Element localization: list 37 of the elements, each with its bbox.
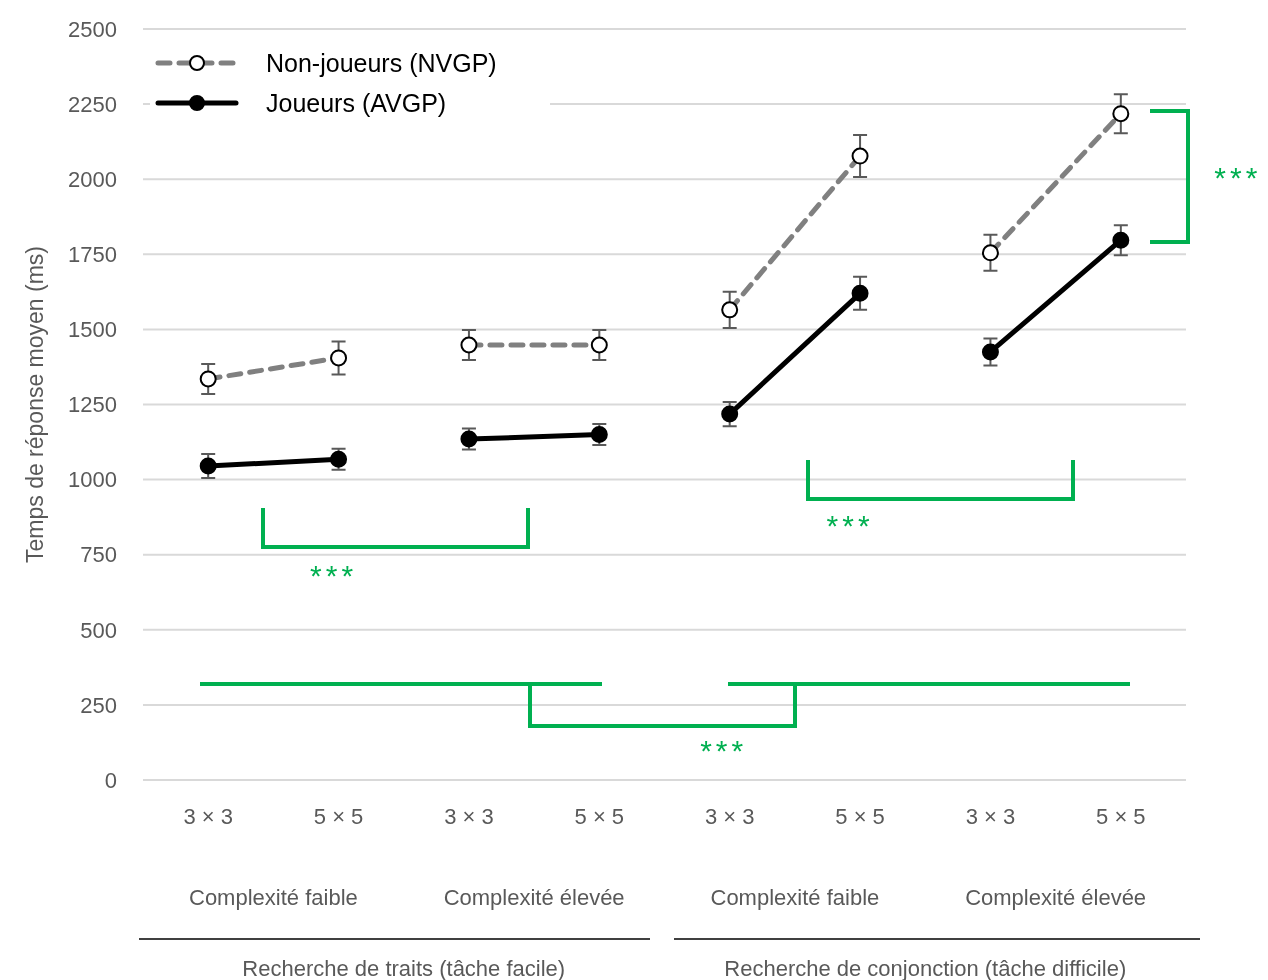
text: Recherche de conjonction (tâche difficile) [724,956,1127,980]
text: *** [1214,161,1262,194]
text: Complexité élevée [965,885,1147,910]
y-tick-label: 0 [104,767,117,793]
y-tick-label: 2000 [68,166,117,192]
x-tick-label: 5 × 5 [313,804,364,829]
x-tick-label: 3 × 3 [183,804,233,829]
annotation: *** [826,509,874,542]
y-tick-label: 1500 [68,317,117,343]
point [199,457,217,475]
y-tick-label: 750 [80,542,117,568]
legend-label: Joueurs (AVGP) [266,88,447,117]
x-tick-label: 3 × 3 [965,804,1016,829]
y-tick-label: 1000 [68,467,117,493]
x-tick-label: 5 × 5 [1096,804,1146,829]
point [851,284,869,302]
y-tick-label: 2500 [68,16,117,42]
text: Complexité faible [189,885,358,910]
y-tick-label: 1750 [68,242,117,267]
point [721,405,739,423]
x-tick-label: 5 × 5 [835,804,885,829]
y-tick-label: 2250 [68,91,117,117]
point [981,343,999,361]
y-tick-label: 250 [80,692,117,718]
point [1112,231,1130,249]
text: Complexité faible [710,885,880,910]
x-tick-label: 3 × 3 [704,804,755,829]
annotation: *** [700,734,748,767]
y-tick-label: 500 [80,617,117,643]
y-tick-label: 1250 [68,392,117,418]
text: Recherche de traits (tâche facile) [242,956,566,980]
legend-label: Non-joueurs (NVGP) [266,48,497,77]
x-tick-label: 3 × 3 [444,804,494,829]
y-axis-title: Temps de réponse moyen (ms) [22,245,48,564]
text: Complexité élevée [443,885,625,910]
x-tick-label: 5 × 5 [574,804,625,829]
annotation: *** [310,559,358,592]
